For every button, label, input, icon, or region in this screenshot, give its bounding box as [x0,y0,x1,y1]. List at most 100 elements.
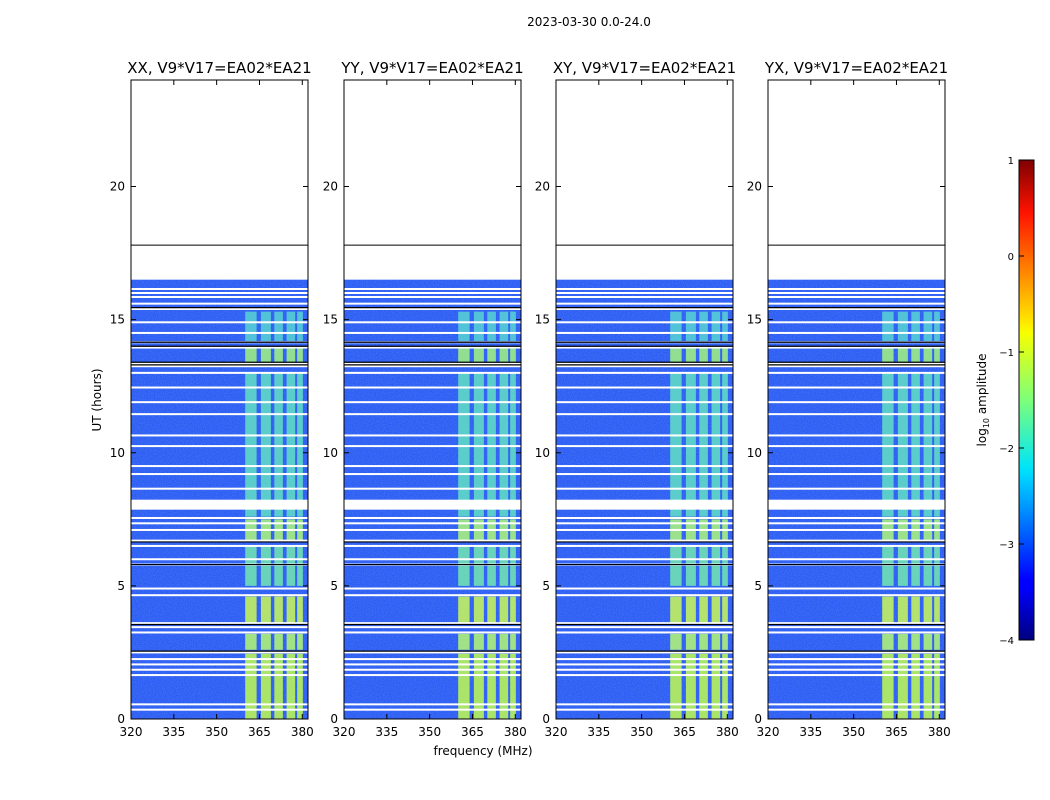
rfi-band [286,596,296,624]
flag-row [768,445,945,448]
flag-row [556,651,733,654]
flag-row [768,401,945,404]
flag-row [556,434,733,437]
flag-row [131,386,308,389]
flag-row [131,288,308,291]
colorbar-tick-label: −2 [999,444,1014,455]
rfi-band [487,346,496,363]
panel-title: YY, V9*V17=EA02*EA21 [340,59,523,77]
flag-row [344,703,521,706]
flag-row [556,622,733,625]
flag-row-wide [344,500,521,506]
colorbar-label: log10 amplitude [975,354,991,447]
flag-row [768,331,945,334]
flag-row [768,302,945,305]
rfi-band [487,633,496,650]
flag-row [344,631,521,634]
x-tick-label: 320 [757,725,780,739]
rfi-band [882,545,894,586]
flag-row [344,626,521,629]
rfi-band [911,346,920,363]
flag-row [344,528,521,531]
rfi-band [260,545,271,586]
flag-row [556,371,733,374]
rfi-band [670,372,682,517]
flag-row [344,434,521,437]
flag-row [556,631,733,634]
rfi-band [260,311,271,341]
flag-row [131,292,308,294]
x-tick-label: 365 [248,725,271,739]
flag-row [344,587,521,590]
flag-row [344,365,521,368]
x-tick-label: 380 [504,725,527,739]
flag-row [556,346,733,349]
flag-row [344,539,521,542]
panel-title: YX, V9*V17=EA02*EA21 [764,59,948,77]
y-tick-label: 0 [330,712,338,726]
rfi-band [297,633,303,650]
flag-row [556,321,733,324]
rfi-band [711,346,721,363]
x-axis-label: frequency (MHz) [433,744,532,758]
flag-row [556,465,733,468]
flag-row [768,587,945,590]
flag-row [768,544,945,547]
flag-row [344,487,521,490]
rfi-band [473,372,484,517]
panel-1: YY, V9*V17=EA02*EA21 320 335 350 365 380 0 5 10 1… [323,59,527,739]
rfi-band [245,346,257,363]
x-tick-label: 335 [375,725,398,739]
x-tick-label: 320 [545,725,568,739]
y-tick-label: 20 [747,180,762,194]
colorbar-label-sub: 10 [982,418,991,428]
rfi-band [934,653,940,719]
flag-row [344,622,521,625]
flag-row [556,558,733,561]
rfi-band [510,346,516,363]
y-tick-label: 5 [330,579,338,593]
flag-row-wide [131,500,308,506]
flag-row [768,594,945,597]
y-axis-label: UT (hours) [90,368,104,431]
flag-row [131,703,308,706]
flag-row [131,321,308,324]
rfi-band [923,545,933,586]
rfi-band [297,346,303,363]
flag-row [556,626,733,629]
rfi-band [297,545,303,586]
rfi-band [499,596,509,624]
colorbar-tick-label: 0 [1008,252,1014,263]
rfi-band [499,545,509,586]
colorbar-label-rest: amplitude [975,354,989,418]
y-tick-label: 15 [535,313,550,327]
rfi-band [487,372,496,517]
flag-row [131,302,308,305]
x-tick-label: 380 [928,725,951,739]
rfi-band [911,372,920,517]
rfi-band [882,372,894,517]
y-tick-label: 10 [323,446,338,460]
rfi-band [711,545,721,586]
rfi-band [274,311,283,341]
rfi-band [685,311,696,341]
x-tick-label: 335 [587,725,610,739]
rfi-band [499,653,509,719]
panels-group: XX, V9*V17=EA02*EA21 320 335 350 365 380 0 5 10 1… [110,59,951,739]
rfi-band [685,633,696,650]
flag-row [131,544,308,547]
rfi-band [245,596,257,624]
flag-row [344,594,521,597]
rfi-band [499,346,509,363]
flag-row [344,331,521,334]
rfi-band [911,596,920,624]
flag-row [344,516,521,519]
flag-row [768,668,945,671]
flag-row [344,362,521,365]
y-tick-label: 15 [747,313,762,327]
flag-row [556,331,733,334]
rfi-band [473,346,484,363]
rfi-band [245,545,257,586]
flag-row [768,626,945,629]
rfi-band [685,653,696,719]
